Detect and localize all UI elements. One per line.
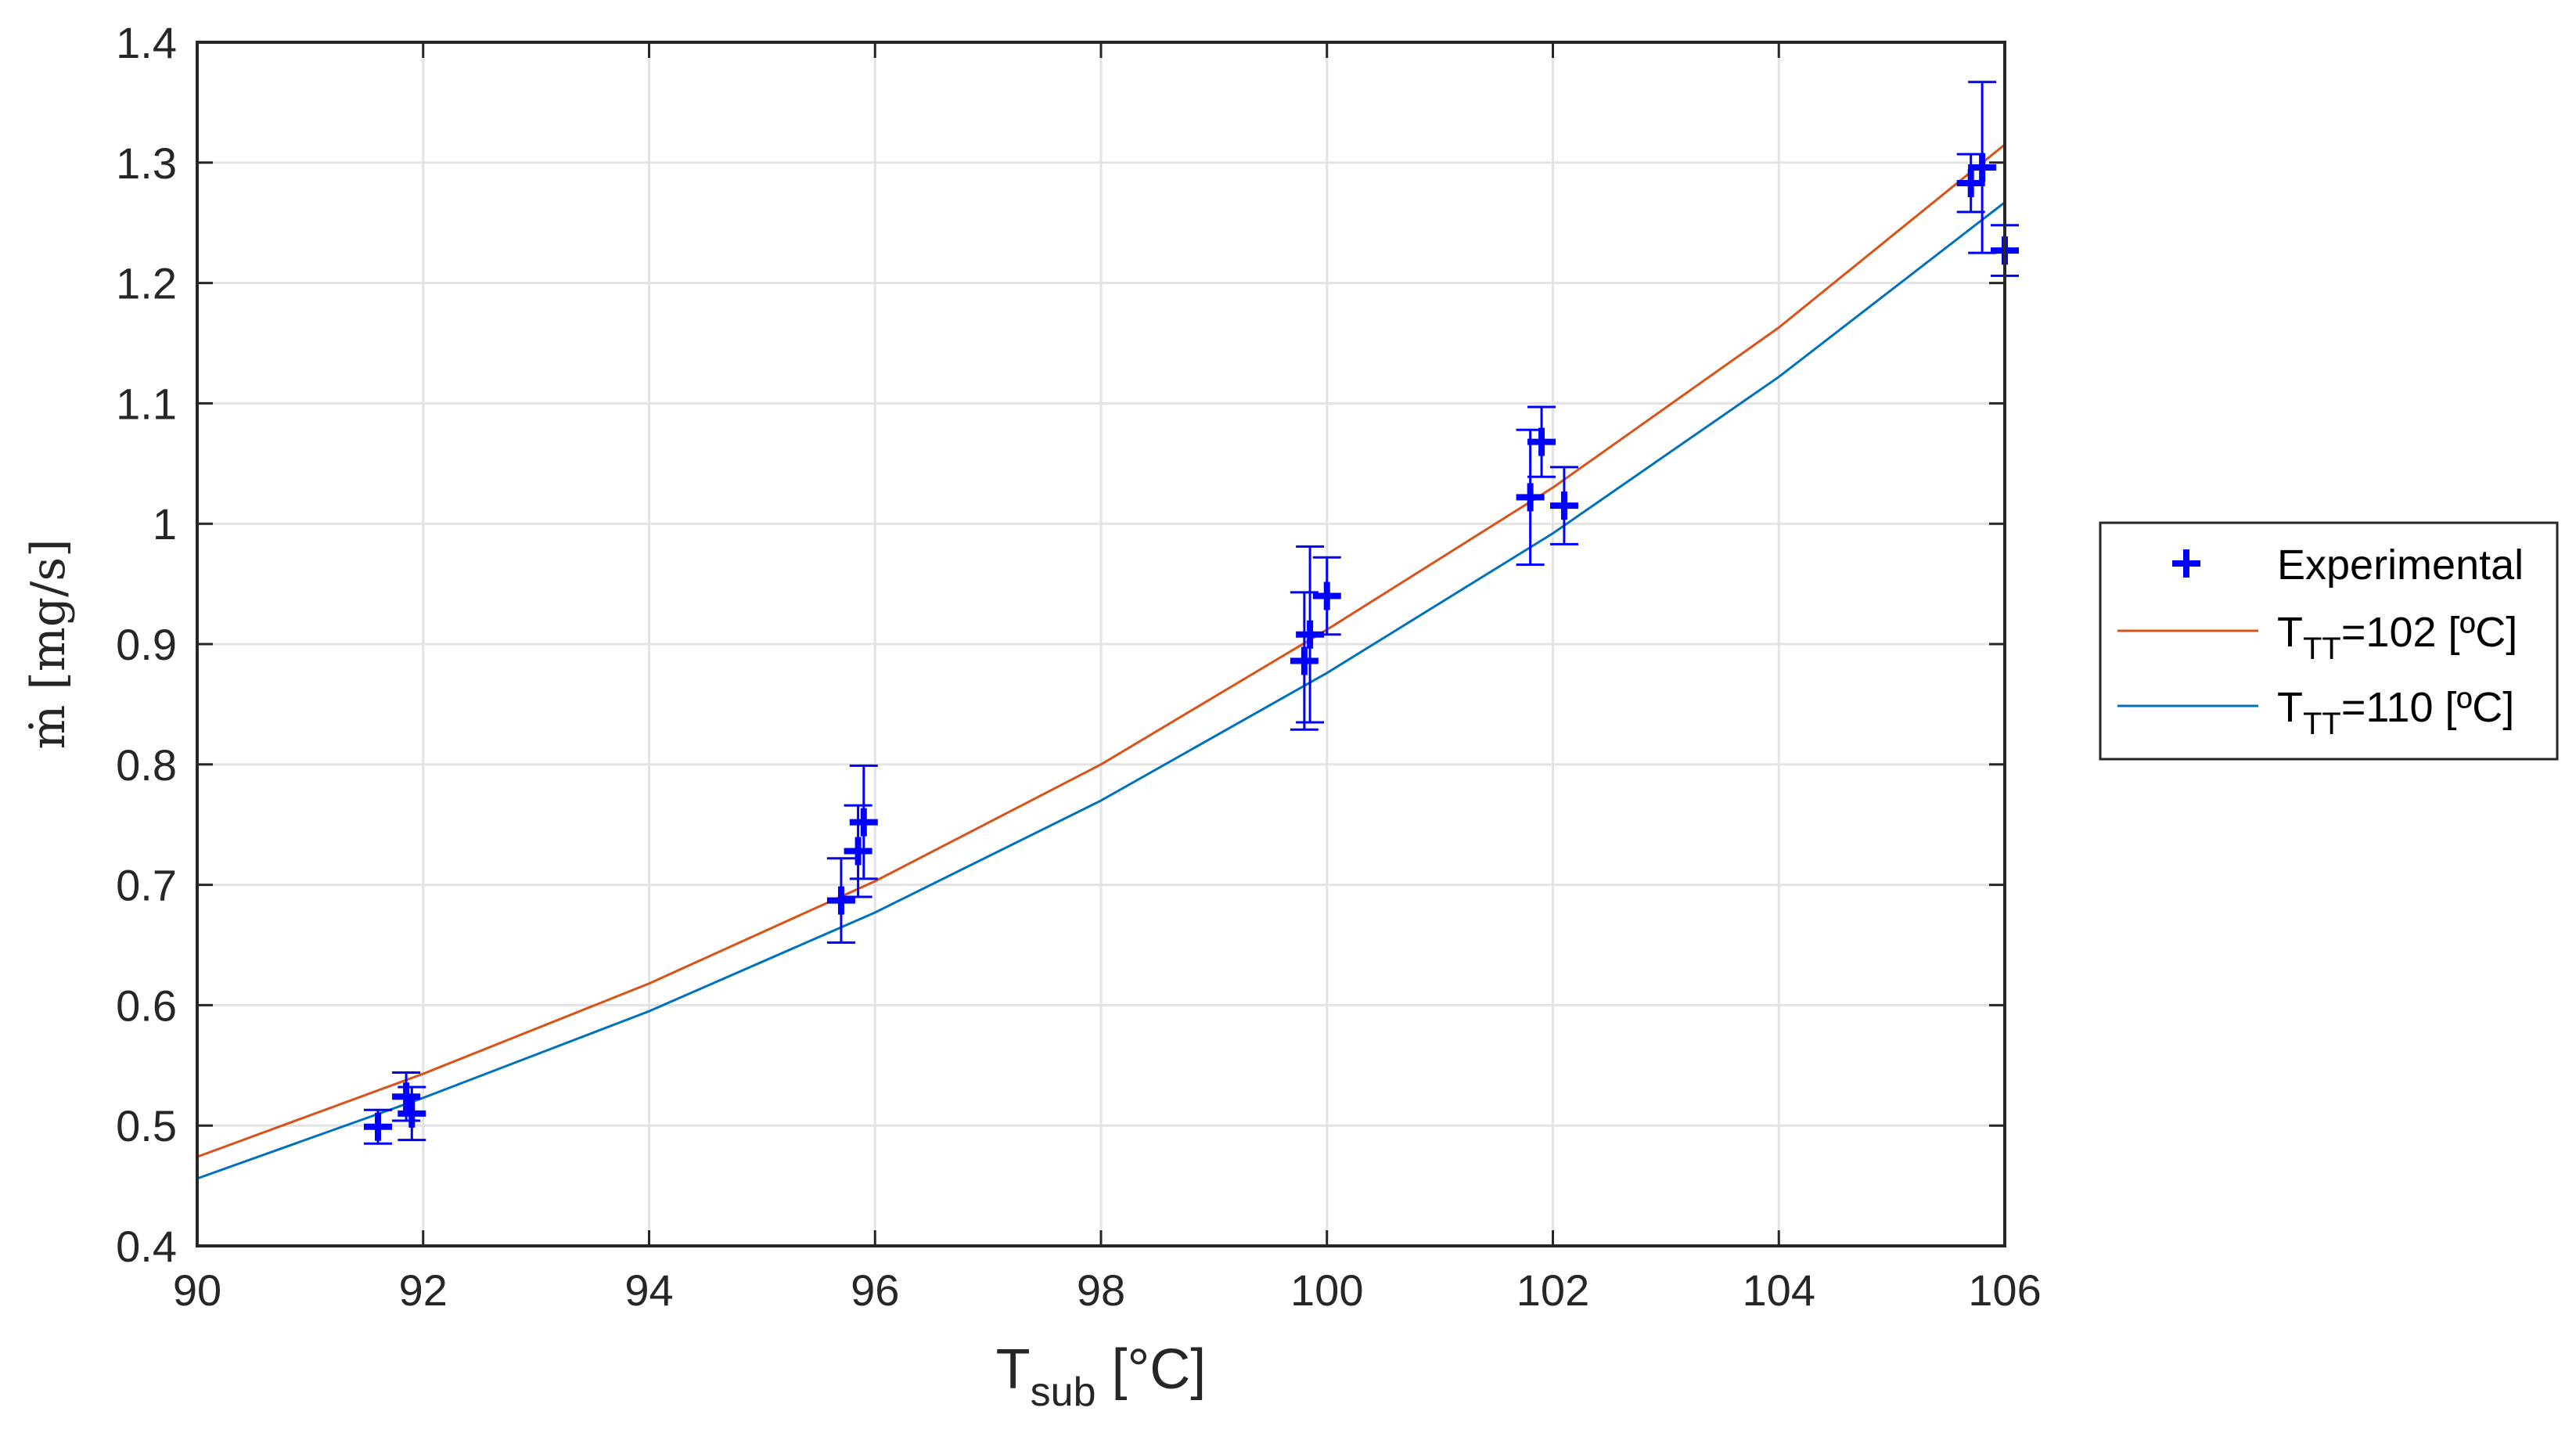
experimental-points — [364, 81, 2019, 1145]
y-tick-label: 0.8 — [116, 740, 177, 790]
x-tick-label: 106 — [1968, 1265, 2041, 1315]
y-axis-label: ṁ [mg/s] — [21, 538, 76, 749]
x-axis-label: Tsub [°C] — [996, 1338, 1207, 1415]
legend-items: Experimental TTT=102 [ºC] TTT=110 [ºC] — [2117, 542, 2524, 741]
x-tick-label: 98 — [1077, 1265, 1125, 1315]
legend-label: TTT=110 [ºC] — [2277, 684, 2514, 741]
y-tick-label: 1.4 — [116, 18, 177, 67]
experimental-point — [1290, 591, 1319, 731]
y-tick-label: 0.5 — [116, 1101, 177, 1150]
y-tick-label: 1 — [153, 499, 177, 549]
y-tick-label: 0.7 — [116, 861, 177, 910]
x-tick-label: 90 — [173, 1265, 221, 1315]
legend-entry: TTT=110 [ºC] — [2117, 684, 2514, 741]
y-tick-label: 1.2 — [116, 259, 177, 308]
x-tick-label: 92 — [399, 1265, 448, 1315]
legend-entry: Experimental — [2172, 542, 2524, 589]
x-tick-label: 96 — [851, 1265, 899, 1315]
x-axis-label-subscript: sub — [1031, 1370, 1096, 1415]
legend-label: Experimental — [2277, 542, 2524, 589]
y-axis-ticks: 0.4 0.5 0.6 0.7 0.8 0.9 1 1.1 1.2 1.3 1.4 — [116, 18, 2005, 1271]
experimental-point — [826, 857, 855, 944]
experimental-point — [398, 1085, 426, 1142]
y-tick-label: 1.1 — [116, 379, 177, 428]
x-tick-label: 104 — [1743, 1265, 1815, 1315]
legend-label: TTT=102 [ºC] — [2277, 609, 2517, 666]
y-tick-label: 1.3 — [116, 139, 177, 188]
legend: Experimental TTT=102 [ºC] TTT=110 [ºC] — [2099, 521, 2559, 761]
x-axis-label-unit: [°C] — [1096, 1338, 1207, 1401]
experimental-point — [364, 1108, 392, 1145]
series-line — [196, 143, 2006, 1158]
series-line — [196, 201, 2006, 1180]
y-tick-label: 0.6 — [116, 981, 177, 1030]
x-axis-label-main: T — [996, 1338, 1031, 1401]
experimental-point — [1549, 466, 1578, 545]
y-tick-label: 0.4 — [116, 1222, 177, 1271]
x-tick-label: 102 — [1516, 1265, 1589, 1315]
experimental-point — [849, 764, 878, 880]
x-axis-ticks: 90 92 94 96 98 100 102 104 106 — [173, 42, 2042, 1315]
experimental-point — [1968, 81, 1997, 254]
experimental-point — [1312, 556, 1341, 636]
x-tick-label: 100 — [1290, 1265, 1363, 1315]
experimental-point — [1516, 428, 1545, 566]
experimental-point — [1527, 405, 1556, 478]
x-tick-label: 94 — [624, 1265, 673, 1315]
model-lines — [196, 143, 2006, 1180]
legend-entry: TTT=102 [ºC] — [2117, 609, 2517, 666]
y-tick-label: 0.9 — [116, 620, 177, 669]
experimental-point — [392, 1071, 421, 1122]
